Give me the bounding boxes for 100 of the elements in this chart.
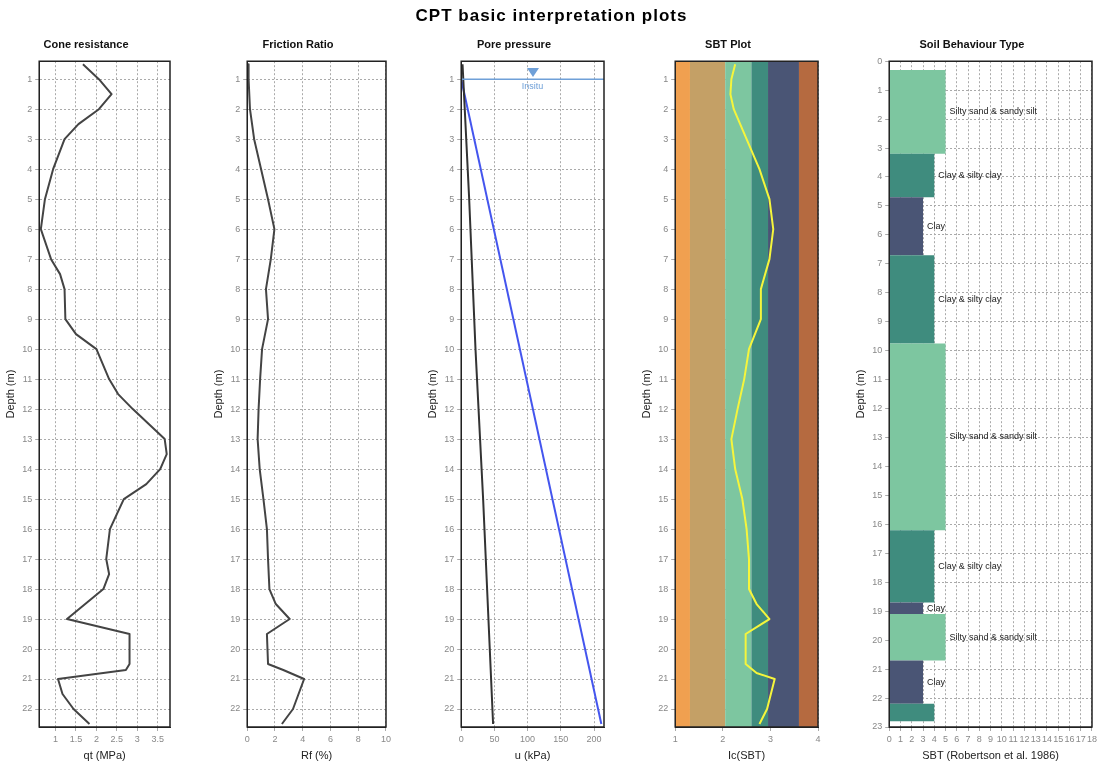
x-tick-label: 1 <box>672 733 678 744</box>
y-tick-label: 18 <box>22 583 33 594</box>
y-tick-label: 19 <box>230 613 241 624</box>
y-tick-label: 15 <box>22 493 33 504</box>
y-tick-label: 5 <box>235 193 241 204</box>
y-tick-label: 8 <box>27 283 33 294</box>
y-tick-label: 3 <box>663 133 669 144</box>
y-tick-label: 21 <box>658 673 669 684</box>
y-tick-label: 8 <box>663 283 669 294</box>
x-tick-label: 0 <box>458 733 464 744</box>
y-tick-label: 14 <box>444 463 455 474</box>
x-tick-label: 150 <box>553 733 569 744</box>
chart-title: Friction Ratio <box>262 37 334 50</box>
y-tick-label: 21 <box>230 673 241 684</box>
y-tick-label: 7 <box>235 253 241 264</box>
y-tick-label: 10 <box>444 343 455 354</box>
x-tick-label: 2 <box>272 733 278 744</box>
x-tick-label: 2 <box>93 733 99 744</box>
x-tick-label: 8 <box>355 733 361 744</box>
x-tick-label: 13 <box>1030 733 1041 744</box>
data-label: Silty sand & sandy silt <box>949 431 1038 442</box>
y-axis-title: Depth (m) <box>211 369 224 419</box>
y-tick-label: 17 <box>658 553 669 564</box>
y-tick-label: 14 <box>658 463 669 474</box>
y-tick-label: 14 <box>22 463 33 474</box>
y-tick-label: 4 <box>27 163 33 174</box>
y-tick-label: 9 <box>663 313 669 324</box>
data-label: Clay & silty clay <box>938 560 1002 571</box>
x-tick-label: 11 <box>1008 733 1018 744</box>
ref-line-label: Insitu <box>521 81 544 92</box>
y-tick-label: 7 <box>27 253 33 264</box>
x-tick-label: 1 <box>897 733 903 744</box>
y-tick-label: 1 <box>27 73 33 84</box>
x-tick-label: 18 <box>1086 733 1097 744</box>
y-axis-title: Depth (m) <box>639 369 652 419</box>
y-tick-label: 13 <box>444 433 455 444</box>
y-tick-label: 22 <box>230 703 241 714</box>
y-tick-label: 4 <box>235 163 241 174</box>
y-tick-label: 17 <box>22 553 33 564</box>
y-tick-label: 7 <box>663 253 669 264</box>
y-tick-label: 11 <box>872 374 883 385</box>
y-tick-label: 13 <box>230 433 241 444</box>
y-tick-label: 6 <box>877 229 883 240</box>
y-tick-label: 17 <box>444 553 455 564</box>
y-tick-label: 12 <box>230 403 241 414</box>
y-tick-label: 16 <box>444 523 455 534</box>
x-tick-label: 7 <box>965 733 971 744</box>
y-tick-label: 14 <box>872 460 883 471</box>
y-tick-label: 2 <box>235 103 241 114</box>
x-tick-label: 3.5 <box>151 733 164 744</box>
y-tick-label: 15 <box>872 489 883 500</box>
y-tick-label: 11 <box>444 373 455 384</box>
y-tick-label: 18 <box>444 583 455 594</box>
y-tick-label: 10 <box>872 345 883 356</box>
x-axis-title: SBT (Robertson et al. 1986) <box>922 749 1059 762</box>
y-tick-label: 18 <box>872 576 883 587</box>
x-tick-label: 6 <box>954 733 960 744</box>
data-label: Clay <box>927 676 946 687</box>
y-tick-label: 3 <box>449 133 455 144</box>
x-tick-label: 4 <box>931 733 937 744</box>
y-tick-label: 2 <box>663 103 669 114</box>
y-tick-label: 15 <box>658 493 669 504</box>
y-tick-label: 18 <box>230 583 241 594</box>
x-tick-label: 2.5 <box>110 733 124 744</box>
y-tick-label: 9 <box>235 313 241 324</box>
y-tick-label: 6 <box>235 223 241 234</box>
x-tick-label: 2 <box>720 733 726 744</box>
y-tick-label: 11 <box>230 373 241 384</box>
y-tick-label: 9 <box>27 313 33 324</box>
y-tick-label: 1 <box>663 73 669 84</box>
y-tick-label: 12 <box>444 403 455 414</box>
x-tick-label: 0 <box>244 733 250 744</box>
y-tick-label: 22 <box>872 692 883 703</box>
data-label: Silty sand & sandy silt <box>949 631 1038 642</box>
y-tick-label: 6 <box>663 223 669 234</box>
x-tick-label: 2 <box>909 733 915 744</box>
y-tick-label: 5 <box>663 193 669 204</box>
y-tick-label: 10 <box>22 343 33 354</box>
y-tick-label: 20 <box>22 643 33 654</box>
y-axis-title: Depth (m) <box>853 369 866 419</box>
y-tick-label: 4 <box>877 171 883 182</box>
x-tick-label: 9 <box>988 733 994 744</box>
x-tick-label: 5 <box>943 733 949 744</box>
data-label: Clay & silty clay <box>938 293 1002 304</box>
x-axis-title: u (kPa) <box>514 749 551 762</box>
y-tick-label: 8 <box>877 287 883 298</box>
y-tick-label: 19 <box>22 613 33 624</box>
x-tick-label: 10 <box>996 733 1007 744</box>
y-tick-label: 10 <box>658 343 669 354</box>
x-tick-label: 14 <box>1041 733 1052 744</box>
y-tick-label: 1 <box>877 84 883 95</box>
y-tick-label: 23 <box>872 721 883 732</box>
y-tick-label: 3 <box>27 133 33 144</box>
y-tick-label: 1 <box>449 73 455 84</box>
y-tick-label: 18 <box>658 583 669 594</box>
x-axis-title: qt (MPa) <box>83 749 126 762</box>
y-tick-label: 7 <box>449 253 455 264</box>
y-tick-label: 13 <box>658 433 669 444</box>
y-tick-label: 6 <box>449 223 455 234</box>
y-tick-label: 9 <box>877 316 883 327</box>
